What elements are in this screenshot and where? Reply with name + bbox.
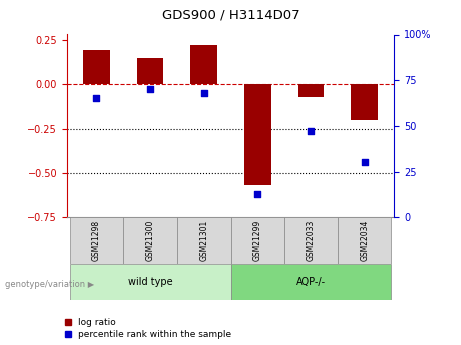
Text: GSM21301: GSM21301 (199, 220, 208, 261)
Legend: log ratio, percentile rank within the sample: log ratio, percentile rank within the sa… (65, 318, 231, 339)
Bar (351, 84, 378, 120)
Point (93, 96, 100, 101)
Bar (338, 217, 391, 264)
Point (146, 87, 154, 92)
Text: GDS900 / H3114D07: GDS900 / H3114D07 (162, 9, 299, 22)
Bar (136, 58, 164, 84)
Bar (244, 84, 271, 185)
Bar (177, 217, 230, 264)
Point (200, 90, 207, 96)
Bar (70, 217, 123, 264)
Point (254, 191, 261, 196)
Text: wild type: wild type (128, 277, 172, 287)
Text: GSM22034: GSM22034 (360, 220, 369, 261)
Bar (83, 50, 110, 84)
Point (307, 129, 315, 134)
Text: genotype/variation ▶: genotype/variation ▶ (5, 280, 94, 289)
Bar (123, 217, 177, 264)
Bar (297, 84, 325, 97)
Bar (190, 45, 217, 84)
Text: GSM22033: GSM22033 (307, 220, 315, 261)
Text: GSM21298: GSM21298 (92, 220, 101, 261)
Bar (284, 217, 338, 264)
Text: AQP-/-: AQP-/- (296, 277, 326, 287)
Bar (70, 264, 230, 300)
Point (361, 160, 368, 165)
Text: GSM21299: GSM21299 (253, 220, 262, 261)
Text: GSM21300: GSM21300 (146, 220, 154, 261)
Bar (230, 264, 391, 300)
Bar (230, 217, 284, 264)
